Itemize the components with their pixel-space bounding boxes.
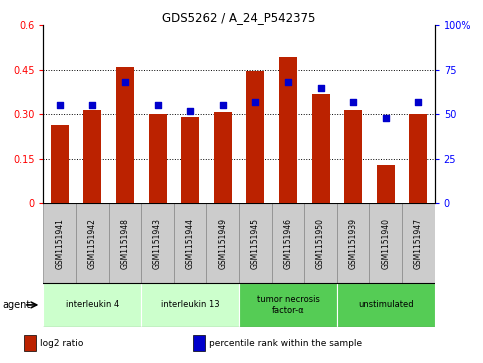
Text: tumor necrosis
factor-α: tumor necrosis factor-α [256,295,319,315]
Text: GSM1151947: GSM1151947 [414,218,423,269]
Text: GSM1151949: GSM1151949 [218,218,227,269]
Bar [76,203,109,283]
Bar [337,283,435,327]
Bar [377,165,395,203]
Point [88,102,96,108]
Title: GDS5262 / A_24_P542375: GDS5262 / A_24_P542375 [162,11,316,24]
Text: GSM1151941: GSM1151941 [55,218,64,269]
Point [252,99,259,105]
Text: GSM1151948: GSM1151948 [120,218,129,269]
Text: GSM1151944: GSM1151944 [185,218,195,269]
Bar [116,67,134,203]
Point [414,99,422,105]
Point [284,79,292,85]
Bar [84,110,101,203]
Point [219,102,227,108]
Bar [141,203,174,283]
Point [186,108,194,114]
Text: GSM1151943: GSM1151943 [153,218,162,269]
Bar [337,203,369,283]
Bar [24,335,36,351]
Text: agent: agent [2,300,30,310]
Bar [271,203,304,283]
Point [317,85,325,90]
Text: percentile rank within the sample: percentile rank within the sample [209,339,362,347]
Bar [279,57,297,203]
Point [121,79,129,85]
Bar [109,203,142,283]
Text: interleukin 4: interleukin 4 [66,301,119,309]
Point [56,102,64,108]
Point [154,102,161,108]
Bar [207,203,239,283]
Bar [344,110,362,203]
Bar [410,114,427,203]
Text: GSM1151946: GSM1151946 [284,218,293,269]
Text: GSM1151939: GSM1151939 [349,218,358,269]
Bar [304,203,337,283]
Bar [51,125,69,203]
Text: interleukin 13: interleukin 13 [161,301,219,309]
Bar [246,72,264,203]
Bar [214,112,232,203]
Text: GSM1151945: GSM1151945 [251,218,260,269]
Bar [239,203,271,283]
Text: GSM1151942: GSM1151942 [88,218,97,269]
Text: GSM1151940: GSM1151940 [381,218,390,269]
Bar [181,117,199,203]
Bar [149,114,167,203]
Bar [174,203,207,283]
Bar [43,203,76,283]
Bar [141,283,239,327]
Bar [43,283,142,327]
Bar [402,203,435,283]
Bar [193,335,205,351]
Text: GSM1151950: GSM1151950 [316,218,325,269]
Point [349,99,357,105]
Bar [369,203,402,283]
Text: unstimulated: unstimulated [358,301,413,309]
Text: log2 ratio: log2 ratio [40,339,83,347]
Bar [239,283,337,327]
Point [382,115,390,121]
Bar [312,94,329,203]
